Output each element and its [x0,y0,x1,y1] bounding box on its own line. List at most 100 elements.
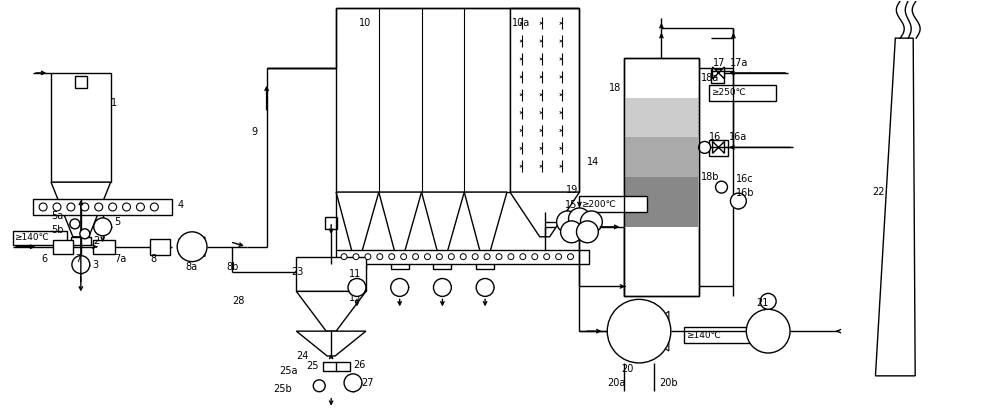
Text: ≥200℃: ≥200℃ [581,199,616,208]
Bar [709,140,728,156]
Circle shape [177,232,207,262]
Text: 16b: 16b [736,188,755,198]
Text: 20b: 20b [659,378,678,388]
Bar [579,196,647,212]
Bar [625,98,698,138]
Circle shape [377,254,383,260]
Circle shape [365,254,371,260]
Text: 3: 3 [93,260,99,269]
Text: 2: 2 [93,236,99,246]
Circle shape [484,254,490,260]
Text: 25: 25 [306,361,319,371]
Bar [33,199,172,215]
Text: 26: 26 [353,360,365,370]
Text: 8b: 8b [227,262,239,272]
Circle shape [81,203,89,211]
Text: 23: 23 [291,267,304,276]
Circle shape [472,254,478,260]
Bar [391,259,409,269]
Bar [323,362,337,371]
Circle shape [607,300,671,363]
Text: 5: 5 [115,217,121,227]
Circle shape [353,254,359,260]
Circle shape [136,203,144,211]
Bar [510,8,579,192]
Bar [53,240,73,254]
Bar [93,240,115,254]
Text: 19: 19 [566,185,578,195]
Bar [71,237,91,245]
Circle shape [569,208,590,230]
Circle shape [576,221,598,243]
Circle shape [556,254,562,260]
Circle shape [391,279,409,296]
Circle shape [760,293,776,309]
Text: 4: 4 [177,200,183,210]
Text: 25a: 25a [279,366,298,376]
Circle shape [344,374,362,392]
Circle shape [746,309,790,353]
Bar [75,76,87,88]
Circle shape [70,219,80,229]
Bar [625,227,698,295]
Bar [433,259,451,269]
Polygon shape [464,192,507,252]
Circle shape [476,279,494,296]
Polygon shape [713,67,724,79]
Circle shape [532,254,538,260]
Text: 21: 21 [756,298,769,308]
Circle shape [425,254,430,260]
Circle shape [508,254,514,260]
Circle shape [568,254,574,260]
Polygon shape [379,192,422,252]
Bar [711,69,724,83]
Circle shape [67,203,75,211]
Circle shape [544,254,550,260]
Text: 15: 15 [565,200,577,210]
Polygon shape [336,192,379,252]
Circle shape [520,254,526,260]
Polygon shape [179,239,192,255]
Circle shape [448,254,454,260]
Text: 6: 6 [41,254,47,264]
Circle shape [699,141,711,153]
Text: 24: 24 [296,351,309,361]
Text: 8: 8 [150,254,156,264]
Text: 17a: 17a [730,58,749,68]
Text: ≥140℃: ≥140℃ [14,233,49,242]
Polygon shape [296,291,366,331]
Polygon shape [875,38,915,376]
Text: 13: 13 [349,293,361,303]
Circle shape [413,254,419,260]
Polygon shape [639,311,669,351]
Text: ≥250℃: ≥250℃ [711,88,745,97]
Circle shape [496,254,502,260]
Circle shape [716,181,727,193]
Polygon shape [713,141,724,153]
Bar [13,231,67,245]
Circle shape [341,254,347,260]
Circle shape [123,203,131,211]
Text: 16: 16 [709,133,721,143]
Text: 7a: 7a [115,254,127,264]
Polygon shape [634,313,639,349]
Polygon shape [422,192,464,252]
Polygon shape [192,237,205,257]
Text: 11: 11 [349,269,361,279]
Bar [624,58,699,296]
Bar [336,250,589,264]
Circle shape [53,203,61,211]
Circle shape [730,193,746,209]
Text: 18: 18 [609,83,622,93]
Bar [709,85,776,101]
Text: 20: 20 [621,364,634,374]
Circle shape [436,254,442,260]
Text: 22: 22 [872,187,885,197]
Bar [336,8,510,192]
Circle shape [95,203,103,211]
Text: 1: 1 [111,98,117,108]
Bar [684,327,751,343]
Circle shape [348,279,366,296]
Bar [325,217,337,229]
Text: 7: 7 [75,254,81,264]
